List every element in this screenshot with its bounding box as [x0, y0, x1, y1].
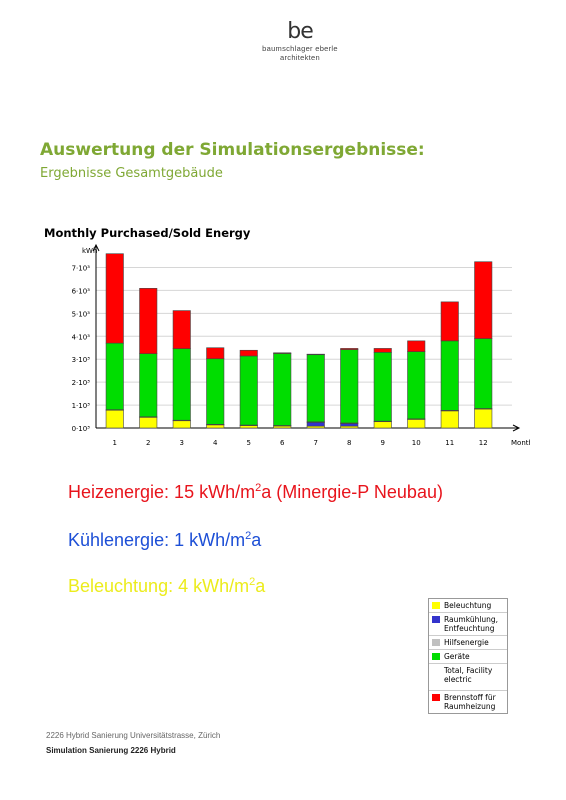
bar-segment — [440, 410, 459, 429]
x-tick-label: 9 — [381, 439, 385, 447]
bar-segment — [306, 353, 325, 356]
bar-segment — [239, 355, 258, 426]
x-tick-label: 12 — [479, 439, 488, 447]
y-tick-label: 6·10³ — [72, 287, 91, 295]
chart-legend: Beleuchtung Raumkühlung, Entfeuchtung Hi… — [428, 598, 508, 714]
x-tick-label: 11 — [445, 439, 454, 447]
bar-segment — [474, 338, 493, 409]
footer-project: 2226 Hybrid Sanierung Universitätstrasse… — [46, 731, 221, 740]
bar-segment — [440, 301, 459, 342]
legend-swatch — [432, 694, 440, 701]
legend-swatch — [432, 667, 440, 674]
legend-swatch — [432, 653, 440, 660]
bar-segment — [407, 340, 426, 352]
footer-document: Simulation Sanierung 2226 Hybrid — [46, 746, 176, 755]
bar-segment — [206, 347, 225, 360]
bar-segment — [474, 261, 493, 339]
x-tick-label: 4 — [213, 439, 218, 447]
bar-segment — [440, 340, 459, 411]
y-axis-arrow — [92, 243, 100, 252]
x-tick-label: 3 — [180, 439, 184, 447]
bar-segment — [340, 349, 359, 424]
bar-segment — [172, 348, 191, 421]
bar-segment — [340, 348, 359, 350]
bar-segment — [373, 421, 392, 429]
logo-mark: be — [287, 19, 314, 44]
page-title: Auswertung der Simulationsergebnisse: — [40, 140, 425, 160]
logo-line-2: architekten — [280, 53, 320, 62]
bar-segment — [407, 418, 426, 429]
x-tick-label: 2 — [146, 439, 150, 447]
y-tick-label: 5·10³ — [72, 310, 91, 318]
x-tick-label: 5 — [247, 439, 251, 447]
legend-item: Geräte — [429, 650, 507, 664]
legend-item: Beleuchtung — [429, 599, 507, 613]
energy-chart: Monthly Purchased/Sold Energy 0·10³ 1·10³ 2… — [44, 226, 530, 447]
legend-swatch — [432, 616, 440, 623]
cooling-energy-stat: Kühlenergie: 1 kWh/m2a — [68, 530, 262, 550]
lighting-energy-stat: Beleuchtung: 4 kWh/m2a — [68, 576, 266, 596]
x-tick-label: 6 — [280, 439, 285, 447]
legend-swatch — [432, 602, 440, 609]
bar-segment — [306, 421, 325, 427]
page-subtitle: Ergebnisse Gesamtgebäude — [40, 166, 223, 181]
bar-segment — [172, 420, 191, 429]
bar-segment — [306, 354, 325, 423]
bar-segment — [105, 253, 124, 344]
y-axis-label: kWh — [82, 247, 97, 255]
y-tick-label: 4·10³ — [72, 333, 91, 341]
bar-segment — [373, 348, 392, 353]
bar-segment — [139, 416, 158, 429]
bar-segment — [407, 351, 426, 420]
company-logo: be baumschlager eberle architekten — [230, 19, 370, 63]
y-tick-label: 0·10³ — [72, 425, 91, 433]
y-tick-label: 2·10³ — [72, 379, 91, 387]
y-tick-label: 3·10³ — [72, 356, 91, 364]
bar-segment — [373, 352, 392, 422]
x-tick-label: 8 — [347, 439, 351, 447]
bar-segment — [172, 310, 191, 349]
bar-segment — [474, 408, 493, 429]
bar-segment — [139, 353, 158, 418]
x-tick-label: 1 — [113, 439, 117, 447]
legend-swatch — [432, 639, 440, 646]
logo-line-1: baumschlager eberle — [262, 44, 338, 53]
bar-segment — [206, 358, 225, 425]
bar-segment — [273, 352, 292, 354]
x-axis-label: Month — [511, 439, 530, 447]
bar-segment — [139, 288, 158, 354]
heating-energy-stat: Heizenergie: 15 kWh/m2a (Minergie-P Neub… — [68, 482, 443, 502]
x-axis-arrow — [512, 424, 521, 432]
x-tick-label: 10 — [412, 439, 421, 447]
bar-segment — [105, 409, 124, 429]
chart-title: Monthly Purchased/Sold Energy — [44, 226, 251, 240]
y-tick-label: 7·10³ — [72, 264, 91, 272]
legend-item: Total, Facility electric — [429, 664, 507, 691]
legend-item: Hilfsenergie — [429, 636, 507, 650]
legend-item: Brennstoff für Raumheizung — [429, 691, 507, 713]
bar-segment — [239, 349, 258, 357]
y-tick-label: 1·10³ — [72, 402, 91, 410]
x-tick-label: 7 — [314, 439, 318, 447]
legend-item: Raumkühlung, Entfeuchtung — [429, 613, 507, 636]
bar-segment — [206, 424, 225, 429]
bar-segment — [105, 342, 124, 410]
bar-segment — [273, 353, 292, 426]
